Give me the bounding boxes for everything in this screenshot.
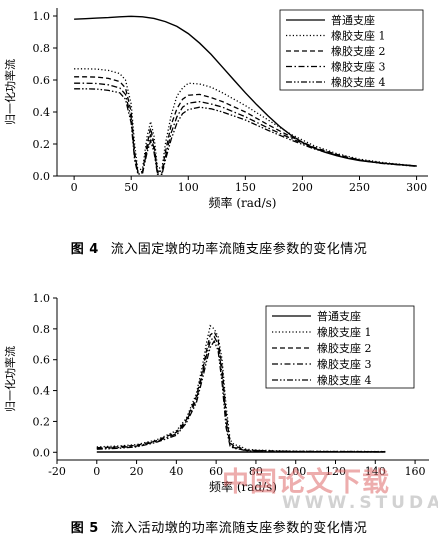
x-tick-label: 20 [130, 465, 144, 478]
legend-box [265, 305, 415, 389]
x-tick-label: 120 [325, 465, 346, 478]
y-tick-label: 0.4 [33, 106, 51, 119]
caption-2-text: 流入活动墩的功率流随支座参数的变化情况 [110, 521, 368, 536]
x-tick-label: 100 [178, 181, 199, 194]
x-axis-label: 频率 (rad/s) [209, 479, 277, 494]
x-axis-label: 频率 (rad/s) [209, 195, 277, 210]
y-tick-label: 0.0 [33, 170, 51, 183]
chart-1-plot: 0 50 100 150 200 250 300 0.0 0.2 0.4 0.6 0.8 1.0 频率 (… [3, 8, 428, 210]
x-tick-label: -20 [48, 465, 66, 478]
x-tick-label: 0 [93, 465, 100, 478]
legend-label: 橡胶支座 1 [331, 29, 386, 43]
y-axis-label: 归一化功率流 [3, 346, 17, 412]
x-tick-label: 40 [169, 465, 183, 478]
legend-box [279, 9, 424, 91]
watermark-url: WWW.STUDA. [282, 493, 438, 513]
legend-label: 橡胶支座 2 [317, 341, 372, 355]
caption-1-text: 流入固定墩的功率流随支座参数的变化情况 [110, 242, 368, 257]
legend-label: 普通支座 [331, 13, 375, 27]
x-tick-label: 0 [71, 181, 78, 194]
chart-1: 0 50 100 150 200 250 300 0.0 0.2 0.4 0.6 0.8 1.0 频率 (… [3, 8, 428, 210]
y-tick-label: 0.0 [33, 446, 51, 459]
y-tick-label: 0.4 [33, 385, 51, 398]
y-tick-label: 0.2 [33, 138, 51, 151]
x-tick-label: 60 [209, 465, 223, 478]
caption-2-number: 图 5 [70, 521, 99, 536]
x-tick-label: 200 [292, 181, 313, 194]
x-tick-label: 160 [405, 465, 426, 478]
caption-2: 图 5 流入活动墩的功率流随支座参数的变化情况 [0, 517, 438, 536]
series-line-2 [74, 68, 417, 173]
x-tick-label: 300 [406, 181, 427, 194]
x-tick-label: 100 [285, 465, 306, 478]
legend-label: 橡胶支座 2 [331, 44, 386, 58]
watermark-text: 中国论文下载 [222, 467, 390, 498]
x-tick-label: 50 [124, 181, 138, 194]
series-line-4 [74, 82, 417, 174]
caption-1-number: 图 4 [70, 242, 99, 257]
y-tick-label: 1.0 [33, 292, 51, 305]
y-axis-label: 归一化功率流 [3, 59, 17, 125]
y-tick-label: 1.0 [33, 10, 51, 23]
y-tick-label: 0.6 [33, 354, 51, 367]
legend-label: 橡胶支座 1 [317, 325, 372, 339]
y-tick-label: 0.2 [33, 415, 51, 428]
chart-2-plot: -20 0 20 40 60 80 100 120 140 160 0.0 0.2 0.4 0.6 0.8 1… [3, 292, 429, 494]
x-tick-label: 150 [235, 181, 256, 194]
legend-label: 普通支座 [317, 309, 361, 323]
caption-1: 图 4 流入固定墩的功率流随支座参数的变化情况 [0, 238, 438, 257]
x-tick-label: 250 [349, 181, 370, 194]
x-tick-label: 80 [249, 465, 263, 478]
x-tick-label: 140 [365, 465, 386, 478]
series-line-3 [74, 76, 417, 174]
series-line-5 [96, 339, 386, 453]
chart-2: -20 0 20 40 60 80 100 120 140 160 0.0 0.2 0.4 0.6 0.8 1… [3, 292, 429, 494]
y-tick-label: 0.8 [33, 42, 51, 55]
legend-label: 橡胶支座 4 [317, 373, 372, 387]
y-tick-label: 0.8 [33, 323, 51, 336]
series-line-5 [74, 88, 417, 176]
legend-label: 橡胶支座 4 [331, 75, 386, 89]
y-tick-label: 0.6 [33, 74, 51, 87]
legend-label: 橡胶支座 3 [331, 60, 386, 74]
legend-label: 橡胶支座 3 [317, 357, 372, 371]
series-line-4 [96, 335, 386, 453]
